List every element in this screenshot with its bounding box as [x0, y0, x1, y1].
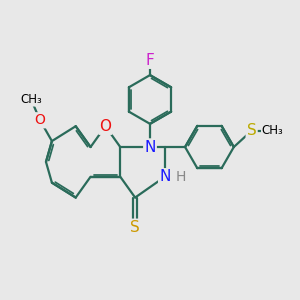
- Text: O: O: [99, 119, 111, 134]
- Text: N: N: [144, 140, 156, 154]
- Text: H: H: [176, 170, 186, 184]
- Text: N: N: [159, 169, 170, 184]
- Text: S: S: [247, 123, 256, 138]
- Text: CH₃: CH₃: [20, 93, 42, 106]
- Text: CH₃: CH₃: [262, 124, 283, 137]
- Text: S: S: [130, 220, 140, 235]
- Text: F: F: [146, 53, 154, 68]
- Text: O: O: [34, 113, 46, 127]
